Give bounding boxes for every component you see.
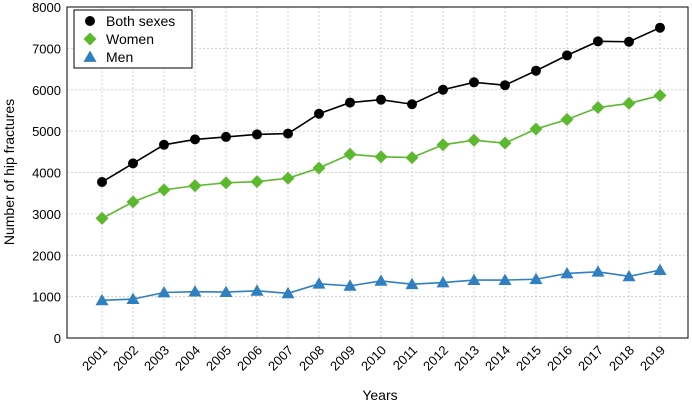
y-axis-ticks: 0 1000 2000 3000 4000 5000 6000 7000 8000 bbox=[32, 0, 61, 346]
data-point-men bbox=[250, 284, 264, 296]
x-tick-label: 2011 bbox=[390, 343, 420, 373]
data-point-women bbox=[281, 171, 295, 185]
data-point-men bbox=[498, 273, 512, 285]
data-point-both-sexes bbox=[376, 94, 386, 105]
x-tick-label: 2014 bbox=[482, 343, 513, 374]
x-tick-label: 2004 bbox=[172, 343, 203, 374]
data-point-women bbox=[560, 113, 574, 127]
data-point-men bbox=[591, 265, 605, 277]
data-point-women bbox=[219, 176, 233, 190]
y-tick-label: 3000 bbox=[32, 207, 61, 222]
x-tick-label: 2008 bbox=[296, 343, 327, 374]
data-point-men bbox=[374, 274, 388, 286]
data-point-women bbox=[622, 96, 636, 110]
data-point-women bbox=[405, 151, 419, 165]
y-tick-label: 1000 bbox=[32, 290, 61, 305]
y-tick-label: 4000 bbox=[32, 166, 61, 181]
data-point-both-sexes bbox=[283, 128, 293, 139]
data-point-women bbox=[529, 122, 543, 136]
y-tick-label: 5000 bbox=[32, 124, 61, 139]
x-tick-label: 2010 bbox=[358, 343, 389, 374]
y-tick-label: 2000 bbox=[32, 248, 61, 263]
x-tick-label: 2002 bbox=[110, 343, 141, 374]
legend-label-women: Women bbox=[106, 31, 154, 47]
legend-label-both-sexes: Both sexes bbox=[106, 13, 175, 29]
data-point-men bbox=[281, 286, 295, 299]
data-point-both-sexes bbox=[593, 36, 603, 47]
data-point-men bbox=[405, 277, 419, 290]
y-tick-label: 8000 bbox=[32, 0, 61, 15]
data-point-men bbox=[343, 279, 357, 291]
data-point-both-sexes bbox=[221, 131, 231, 142]
data-point-both-sexes bbox=[655, 22, 665, 33]
data-point-both-sexes bbox=[128, 158, 138, 169]
data-point-women bbox=[188, 179, 202, 193]
x-axis-ticks: 2001 2002 2003 2004 2005 2006 2007 2008 2009 2010… bbox=[79, 343, 668, 374]
x-tick-label: 2013 bbox=[451, 343, 482, 374]
data-point-men bbox=[188, 285, 202, 297]
data-point-both-sexes bbox=[469, 77, 479, 88]
data-point-both-sexes bbox=[624, 36, 634, 47]
data-point-men bbox=[219, 285, 233, 297]
data-point-men bbox=[126, 292, 140, 304]
x-tick-label: 2003 bbox=[141, 343, 172, 374]
data-point-men bbox=[467, 273, 481, 285]
data-point-women bbox=[374, 150, 388, 164]
data-point-men bbox=[312, 277, 326, 289]
data-point-both-sexes bbox=[531, 65, 541, 76]
x-tick-label: 2001 bbox=[79, 343, 110, 374]
data-point-women bbox=[250, 175, 264, 189]
data-point-men bbox=[560, 266, 574, 279]
x-tick-label: 2018 bbox=[606, 343, 637, 374]
x-tick-label: 2012 bbox=[420, 343, 451, 374]
data-point-women bbox=[95, 211, 109, 225]
x-tick-label: 2016 bbox=[544, 343, 575, 374]
data-point-women bbox=[591, 101, 605, 115]
x-tick-label: 2005 bbox=[203, 343, 234, 374]
x-tick-label: 2009 bbox=[327, 343, 358, 374]
data-point-men bbox=[157, 285, 171, 298]
legend: Both sexes Women Men bbox=[73, 9, 193, 69]
data-point-both-sexes bbox=[500, 80, 510, 91]
data-point-women bbox=[498, 136, 512, 150]
data-point-women bbox=[436, 138, 450, 152]
x-tick-label: 2007 bbox=[265, 343, 296, 374]
data-point-both-sexes bbox=[407, 99, 417, 110]
x-tick-label: 2017 bbox=[575, 343, 606, 374]
data-point-men bbox=[436, 276, 450, 288]
data-point-women bbox=[653, 89, 667, 103]
data-point-both-sexes bbox=[438, 84, 448, 95]
data-point-women bbox=[467, 133, 481, 147]
data-point-women bbox=[343, 147, 357, 161]
plot-area-frame bbox=[66, 6, 689, 339]
legend-marker-women bbox=[83, 32, 97, 46]
data-point-both-sexes bbox=[97, 177, 107, 188]
data-point-men bbox=[653, 263, 667, 276]
y-tick-label: 6000 bbox=[32, 83, 61, 98]
data-point-both-sexes bbox=[190, 134, 200, 145]
data-point-men bbox=[622, 269, 636, 282]
data-point-women bbox=[126, 195, 140, 209]
legend-label-men: Men bbox=[106, 49, 133, 65]
legend-marker-men bbox=[83, 50, 97, 62]
data-point-women bbox=[157, 183, 171, 197]
data-point-both-sexes bbox=[562, 50, 572, 61]
legend-marker-both-sexes bbox=[85, 16, 95, 26]
x-axis-title: Years bbox=[362, 387, 397, 403]
data-point-both-sexes bbox=[345, 97, 355, 108]
data-point-both-sexes bbox=[314, 108, 324, 119]
data-point-men bbox=[95, 293, 109, 306]
data-point-men bbox=[529, 272, 543, 285]
y-tick-label: 0 bbox=[54, 331, 61, 346]
data-point-both-sexes bbox=[159, 139, 169, 150]
x-tick-label: 2019 bbox=[637, 343, 668, 374]
x-tick-label: 2015 bbox=[513, 343, 544, 374]
y-tick-label: 7000 bbox=[32, 41, 61, 56]
series-lines bbox=[95, 22, 667, 306]
x-tick-label: 2006 bbox=[234, 343, 265, 374]
data-point-both-sexes bbox=[252, 129, 262, 140]
data-point-women bbox=[312, 161, 326, 175]
y-axis-title: Number of hip fractures bbox=[1, 99, 17, 245]
